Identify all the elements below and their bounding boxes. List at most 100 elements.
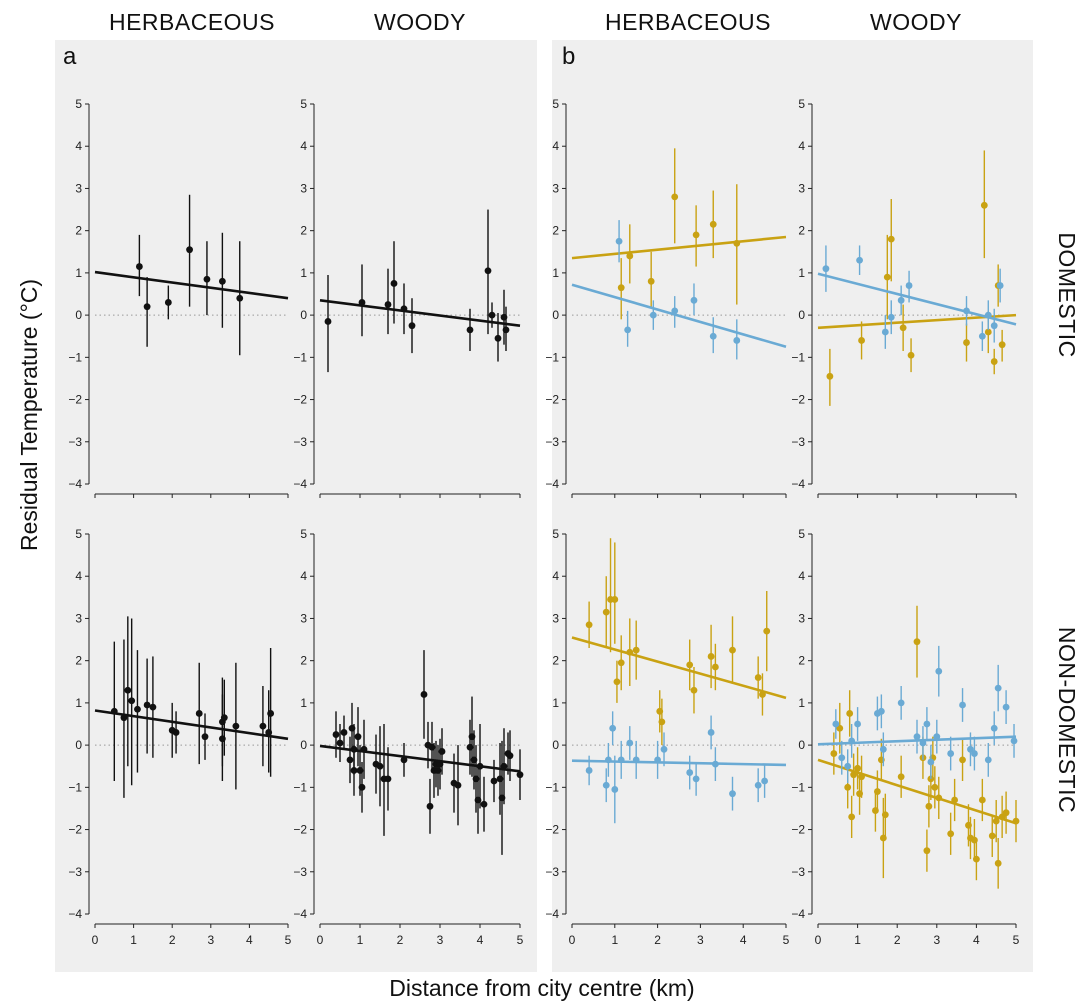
panel-b-background bbox=[552, 40, 1033, 972]
y-tick-label: −2 bbox=[791, 393, 805, 407]
y-tick-label: −2 bbox=[68, 393, 82, 407]
y-tick-label: 4 bbox=[798, 139, 805, 153]
data-point bbox=[611, 786, 619, 793]
y-tick-label: −4 bbox=[545, 907, 559, 921]
y-tick-label: 1 bbox=[552, 696, 559, 710]
y-tick-label: −3 bbox=[68, 865, 82, 879]
data-point bbox=[899, 324, 907, 332]
data-point bbox=[671, 307, 679, 315]
y-tick-label: −1 bbox=[68, 780, 82, 794]
data-point bbox=[124, 686, 132, 694]
data-point bbox=[978, 796, 986, 804]
y-tick-label: −2 bbox=[68, 823, 82, 837]
trend-line bbox=[94, 270, 289, 300]
x-tick-label: 0 bbox=[92, 933, 99, 947]
plots: −4−3−2−1012345−4−3−2−1012345−4−3−2−10123… bbox=[68, 97, 1019, 947]
data-point bbox=[408, 322, 416, 330]
data-point bbox=[267, 710, 275, 717]
y-tick-label: −3 bbox=[293, 435, 307, 449]
plot-a-non-domestic-woody: −4 −3 −2 −1 0 1 2 3 4 5 0 1 2 3 4 5 bbox=[293, 527, 523, 947]
series-1 bbox=[94, 194, 289, 356]
data-point bbox=[963, 339, 970, 346]
data-point bbox=[887, 313, 895, 321]
y-tick-label: −1 bbox=[791, 780, 805, 794]
data-point bbox=[172, 729, 180, 736]
data-point bbox=[624, 326, 632, 334]
y-tick-label: 5 bbox=[798, 527, 805, 541]
data-point bbox=[826, 372, 834, 380]
x-tick-label: 4 bbox=[477, 933, 484, 947]
data-point bbox=[484, 267, 492, 275]
data-point bbox=[686, 769, 694, 776]
x-tick-label: 5 bbox=[285, 933, 292, 947]
data-point bbox=[692, 231, 700, 239]
data-point bbox=[488, 311, 496, 319]
y-tick-label: −4 bbox=[791, 477, 805, 491]
data-point bbox=[913, 733, 921, 741]
y-tick-label: 0 bbox=[552, 308, 559, 322]
data-point bbox=[844, 762, 852, 770]
y-tick-label: −1 bbox=[545, 350, 559, 364]
data-point bbox=[897, 296, 905, 304]
column-title-b-woody: WOODY bbox=[870, 9, 962, 35]
data-point bbox=[754, 781, 762, 789]
series-2 bbox=[817, 645, 1018, 784]
data-point bbox=[609, 724, 617, 732]
data-point bbox=[905, 282, 913, 289]
data-point bbox=[883, 273, 891, 281]
data-point bbox=[516, 771, 524, 779]
x-tick-label: 2 bbox=[169, 933, 176, 947]
data-point bbox=[897, 773, 905, 781]
series-2 bbox=[817, 245, 1017, 351]
x-tick-label: 5 bbox=[783, 933, 790, 947]
data-point bbox=[658, 718, 666, 726]
data-point bbox=[143, 303, 151, 311]
data-point bbox=[879, 834, 887, 842]
data-point bbox=[761, 777, 768, 785]
y-tick-label: −3 bbox=[293, 865, 307, 879]
data-point bbox=[332, 731, 340, 738]
data-point bbox=[220, 714, 228, 722]
data-point bbox=[988, 832, 996, 840]
data-point bbox=[935, 667, 943, 675]
y-tick-label: 1 bbox=[75, 266, 82, 280]
data-point bbox=[1002, 703, 1010, 711]
data-point bbox=[1002, 809, 1010, 817]
y-tick-label: 0 bbox=[300, 738, 307, 752]
y-tick-label: −1 bbox=[545, 780, 559, 794]
y-tick-label: 5 bbox=[798, 97, 805, 111]
data-point bbox=[186, 246, 193, 254]
data-point bbox=[195, 710, 203, 717]
y-tick-label: −1 bbox=[293, 350, 307, 364]
data-point bbox=[336, 739, 344, 747]
data-point bbox=[428, 743, 436, 751]
data-point bbox=[468, 733, 476, 741]
data-point bbox=[346, 756, 354, 764]
data-point bbox=[128, 697, 136, 705]
data-point bbox=[400, 756, 408, 764]
series-1 bbox=[319, 650, 524, 855]
data-point bbox=[384, 301, 392, 308]
x-tick-label: 2 bbox=[397, 933, 404, 947]
x-tick-label: 1 bbox=[854, 933, 861, 947]
y-tick-label: −4 bbox=[293, 907, 307, 921]
data-point bbox=[692, 775, 700, 783]
x-tick-label: 1 bbox=[611, 933, 618, 947]
panel-label-b: b bbox=[562, 43, 575, 70]
trend-line bbox=[817, 272, 1017, 326]
x-tick-label: 3 bbox=[697, 933, 704, 947]
data-point bbox=[733, 337, 741, 344]
data-point bbox=[472, 775, 480, 783]
data-point bbox=[690, 296, 698, 304]
series-1 bbox=[319, 209, 521, 373]
y-tick-label: 3 bbox=[300, 181, 307, 195]
y-tick-label: 0 bbox=[75, 308, 82, 322]
x-tick-label: 0 bbox=[317, 933, 324, 947]
data-point bbox=[994, 859, 1002, 867]
x-tick-label: 5 bbox=[517, 933, 524, 947]
y-tick-label: −3 bbox=[545, 865, 559, 879]
series-1 bbox=[571, 148, 787, 320]
data-point bbox=[626, 252, 634, 260]
y-tick-label: 5 bbox=[75, 527, 82, 541]
y-tick-label: 2 bbox=[300, 654, 307, 668]
